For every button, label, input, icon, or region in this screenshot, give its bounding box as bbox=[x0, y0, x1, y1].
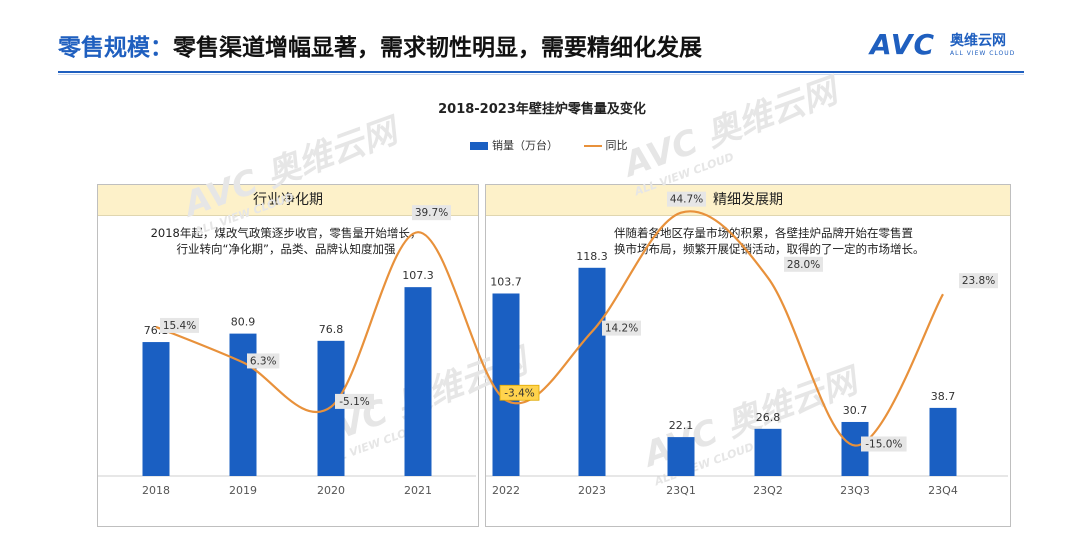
panel-left-note: 2018年起，煤改气政策逐步收官，零售量开始增长， 行业转向“净化期”，品类、品… bbox=[126, 225, 446, 257]
yoy-label: -15.0% bbox=[865, 439, 902, 451]
x-tick-label: 2019 bbox=[229, 484, 257, 497]
bar-2022 bbox=[492, 293, 520, 476]
bar-2021 bbox=[404, 287, 432, 476]
legend-bar-swatch bbox=[470, 142, 488, 150]
yoy-label: -3.4% bbox=[504, 387, 534, 399]
yoy-label-box bbox=[499, 384, 540, 401]
chart-title: 2018-2023年壁挂炉零售量及变化 bbox=[438, 102, 646, 117]
x-tick-label: 23Q4 bbox=[928, 484, 958, 497]
panel-left-note-line2: 行业转向“净化期”，品类、品牌认知度加强 bbox=[176, 242, 396, 256]
panel-right-note-line2: 换市场布局，频繁开展促销活动，取得的了一定的市场增长。 bbox=[614, 242, 925, 256]
yoy-label: -5.1% bbox=[339, 396, 369, 408]
x-tick-label: 2022 bbox=[492, 484, 520, 497]
yoy-label: 15.4% bbox=[163, 320, 196, 332]
legend-bar-label: 销量（万台） bbox=[492, 139, 558, 152]
x-tick-label: 2021 bbox=[404, 484, 432, 497]
bar-2018 bbox=[142, 342, 170, 476]
x-tick-label: 23Q3 bbox=[840, 484, 870, 497]
bar-value-label: 80.9 bbox=[231, 316, 256, 329]
bar-2023 bbox=[578, 267, 606, 476]
x-tick-label: 2020 bbox=[317, 484, 345, 497]
page-title: 零售规模：零售渠道增幅显著，需求韧性明显，需要精细化发展 bbox=[58, 28, 702, 62]
yoy-label-box bbox=[959, 273, 998, 289]
yoy-label-box bbox=[784, 256, 823, 272]
bar-value-label: 22.1 bbox=[669, 419, 694, 432]
logo-en-text: ALL VIEW CLOUD bbox=[950, 50, 1016, 57]
yoy-label-box bbox=[412, 205, 451, 221]
page-title-prefix: 零售规模： bbox=[58, 35, 173, 61]
yoy-label: 39.7% bbox=[415, 207, 448, 219]
x-tick-label: 2023 bbox=[578, 484, 606, 497]
bar-value-label: 107.3 bbox=[402, 269, 434, 282]
bar-value-label: 103.7 bbox=[490, 275, 522, 288]
legend-line-label: 同比 bbox=[605, 139, 628, 152]
panel-right-title: 精细发展期 bbox=[486, 185, 1010, 216]
yoy-label-box bbox=[667, 191, 706, 207]
legend-line-swatch bbox=[583, 145, 602, 147]
bar-value-label: 76.8 bbox=[319, 323, 344, 336]
bar-23Q4 bbox=[929, 407, 957, 476]
bar-value-label: 30.7 bbox=[843, 404, 868, 417]
panel-right-note-line1: 伴随着各地区存量市场的积累，各壁挂炉品牌开始在零售置 bbox=[614, 226, 913, 240]
yoy-label: 28.0% bbox=[787, 259, 820, 271]
bar-23Q2 bbox=[754, 428, 782, 476]
logo-cn-text: 奥维云网 bbox=[950, 33, 1006, 49]
bar-23Q1 bbox=[667, 437, 695, 476]
header-divider bbox=[58, 71, 1024, 73]
logo-mark: AVC bbox=[870, 28, 935, 61]
yoy-label-box bbox=[160, 317, 199, 333]
bar-value-label: 38.7 bbox=[931, 390, 956, 403]
header-divider-light bbox=[58, 74, 1024, 75]
yoy-label: 44.7% bbox=[670, 194, 703, 206]
x-tick-label: 23Q1 bbox=[666, 484, 696, 497]
panel-left-note-line1: 2018年起，煤改气政策逐步收官，零售量开始增长， bbox=[150, 226, 422, 240]
chart-legend: 销量（万台） 同比 bbox=[470, 137, 628, 153]
panel-right-note: 伴随着各地区存量市场的积累，各壁挂炉品牌开始在零售置 换市场布局，频繁开展促销活… bbox=[614, 225, 994, 257]
yoy-label: 14.2% bbox=[605, 323, 638, 335]
brand-logo: AVC 奥维云网 ALL VIEW CLOUD bbox=[870, 26, 1030, 66]
yoy-label-box bbox=[247, 353, 280, 369]
yoy-label-box bbox=[861, 436, 907, 452]
yoy-label: 23.8% bbox=[962, 275, 995, 287]
yoy-line bbox=[155, 210, 944, 447]
yoy-label-box bbox=[602, 320, 641, 336]
yoy-label-box bbox=[335, 393, 374, 409]
bar-value-label: 26.8 bbox=[756, 411, 781, 424]
x-tick-label: 23Q2 bbox=[753, 484, 783, 497]
yoy-label: 6.3% bbox=[250, 355, 277, 367]
x-tick-label: 2018 bbox=[142, 484, 170, 497]
page-title-main: 零售渠道增幅显著，需求韧性明显，需要精细化发展 bbox=[173, 35, 702, 61]
bar-value-label: 118.3 bbox=[576, 250, 608, 263]
